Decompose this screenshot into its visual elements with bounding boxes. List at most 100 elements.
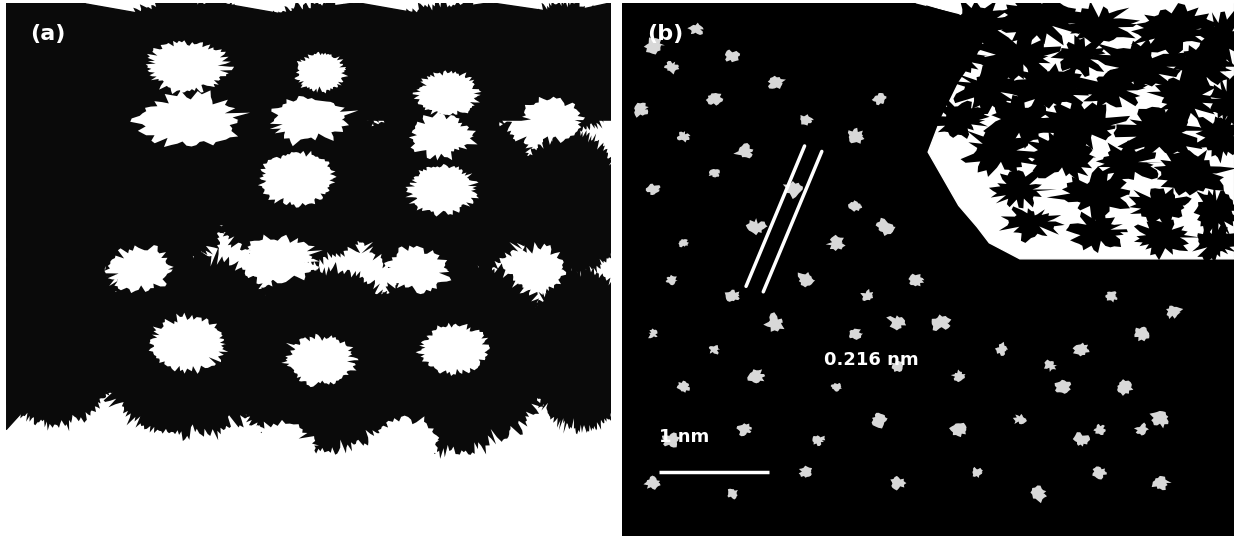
Polygon shape xyxy=(961,123,1039,177)
Polygon shape xyxy=(1168,293,1233,331)
Polygon shape xyxy=(892,361,904,372)
Polygon shape xyxy=(1173,42,1236,91)
Polygon shape xyxy=(644,37,665,54)
Polygon shape xyxy=(909,274,924,286)
Polygon shape xyxy=(409,113,477,161)
Polygon shape xyxy=(890,476,906,490)
Polygon shape xyxy=(677,381,689,393)
Polygon shape xyxy=(511,242,567,298)
Polygon shape xyxy=(1135,327,1149,341)
Polygon shape xyxy=(87,0,285,140)
Polygon shape xyxy=(1194,453,1238,490)
Polygon shape xyxy=(733,143,754,158)
Polygon shape xyxy=(644,475,661,490)
Polygon shape xyxy=(861,289,873,301)
Polygon shape xyxy=(0,235,133,431)
Text: (b): (b) xyxy=(647,24,683,44)
Polygon shape xyxy=(1192,219,1240,264)
Polygon shape xyxy=(665,61,680,74)
Polygon shape xyxy=(1022,130,1096,182)
Polygon shape xyxy=(737,423,751,436)
Polygon shape xyxy=(1167,356,1230,396)
Polygon shape xyxy=(1131,3,1225,56)
Polygon shape xyxy=(351,254,564,459)
Polygon shape xyxy=(1133,219,1200,260)
Polygon shape xyxy=(848,201,862,212)
Polygon shape xyxy=(520,96,585,145)
Polygon shape xyxy=(0,87,95,260)
Polygon shape xyxy=(1209,74,1240,127)
Polygon shape xyxy=(1198,309,1240,368)
Polygon shape xyxy=(916,3,1234,259)
Polygon shape xyxy=(678,239,689,247)
Polygon shape xyxy=(1105,291,1117,302)
Polygon shape xyxy=(988,169,1056,209)
Polygon shape xyxy=(768,76,786,89)
Polygon shape xyxy=(666,275,677,285)
Polygon shape xyxy=(1117,379,1133,396)
Polygon shape xyxy=(130,91,250,147)
Polygon shape xyxy=(196,87,403,268)
Polygon shape xyxy=(887,315,906,330)
Polygon shape xyxy=(1147,67,1240,128)
Polygon shape xyxy=(510,126,626,287)
Polygon shape xyxy=(258,151,336,208)
Polygon shape xyxy=(413,70,481,115)
Polygon shape xyxy=(972,467,983,478)
Polygon shape xyxy=(800,114,813,126)
Polygon shape xyxy=(634,103,649,118)
Polygon shape xyxy=(270,96,358,146)
Polygon shape xyxy=(1166,306,1183,319)
Polygon shape xyxy=(1193,391,1236,434)
Polygon shape xyxy=(706,93,723,106)
Polygon shape xyxy=(1114,107,1209,161)
Polygon shape xyxy=(649,328,657,338)
Polygon shape xyxy=(1073,68,1148,109)
Polygon shape xyxy=(33,91,247,286)
Polygon shape xyxy=(149,313,228,374)
Polygon shape xyxy=(709,345,720,355)
Polygon shape xyxy=(799,466,812,478)
Polygon shape xyxy=(951,369,966,382)
Polygon shape xyxy=(1096,140,1164,183)
Polygon shape xyxy=(383,246,451,294)
Polygon shape xyxy=(1157,416,1231,461)
Polygon shape xyxy=(1094,424,1106,435)
Polygon shape xyxy=(1002,63,1092,110)
Polygon shape xyxy=(405,164,479,217)
Polygon shape xyxy=(348,0,546,134)
Polygon shape xyxy=(83,244,286,441)
Polygon shape xyxy=(983,95,1056,149)
Polygon shape xyxy=(1194,268,1234,309)
Polygon shape xyxy=(748,369,765,383)
Polygon shape xyxy=(294,52,348,93)
Polygon shape xyxy=(1193,10,1240,75)
Polygon shape xyxy=(764,312,785,332)
Polygon shape xyxy=(1055,380,1071,394)
Text: 100: 100 xyxy=(36,506,56,515)
Polygon shape xyxy=(1066,206,1128,253)
Polygon shape xyxy=(1073,432,1090,447)
Polygon shape xyxy=(219,262,423,455)
Polygon shape xyxy=(831,383,842,392)
Polygon shape xyxy=(238,420,319,469)
Polygon shape xyxy=(797,272,815,287)
Polygon shape xyxy=(994,342,1008,356)
Polygon shape xyxy=(812,436,826,446)
Polygon shape xyxy=(745,218,768,235)
Polygon shape xyxy=(925,34,988,74)
Text: 0.216 nm: 0.216 nm xyxy=(825,351,919,369)
Polygon shape xyxy=(1092,38,1195,90)
Polygon shape xyxy=(1073,343,1090,356)
Polygon shape xyxy=(0,0,122,105)
Polygon shape xyxy=(1149,411,1168,429)
Polygon shape xyxy=(1047,167,1131,220)
Polygon shape xyxy=(415,323,490,376)
Text: (a): (a) xyxy=(31,24,66,44)
Polygon shape xyxy=(1013,414,1027,424)
Polygon shape xyxy=(662,432,681,447)
Polygon shape xyxy=(6,3,611,120)
Polygon shape xyxy=(1050,35,1107,77)
Polygon shape xyxy=(872,413,888,429)
Polygon shape xyxy=(1128,188,1192,226)
